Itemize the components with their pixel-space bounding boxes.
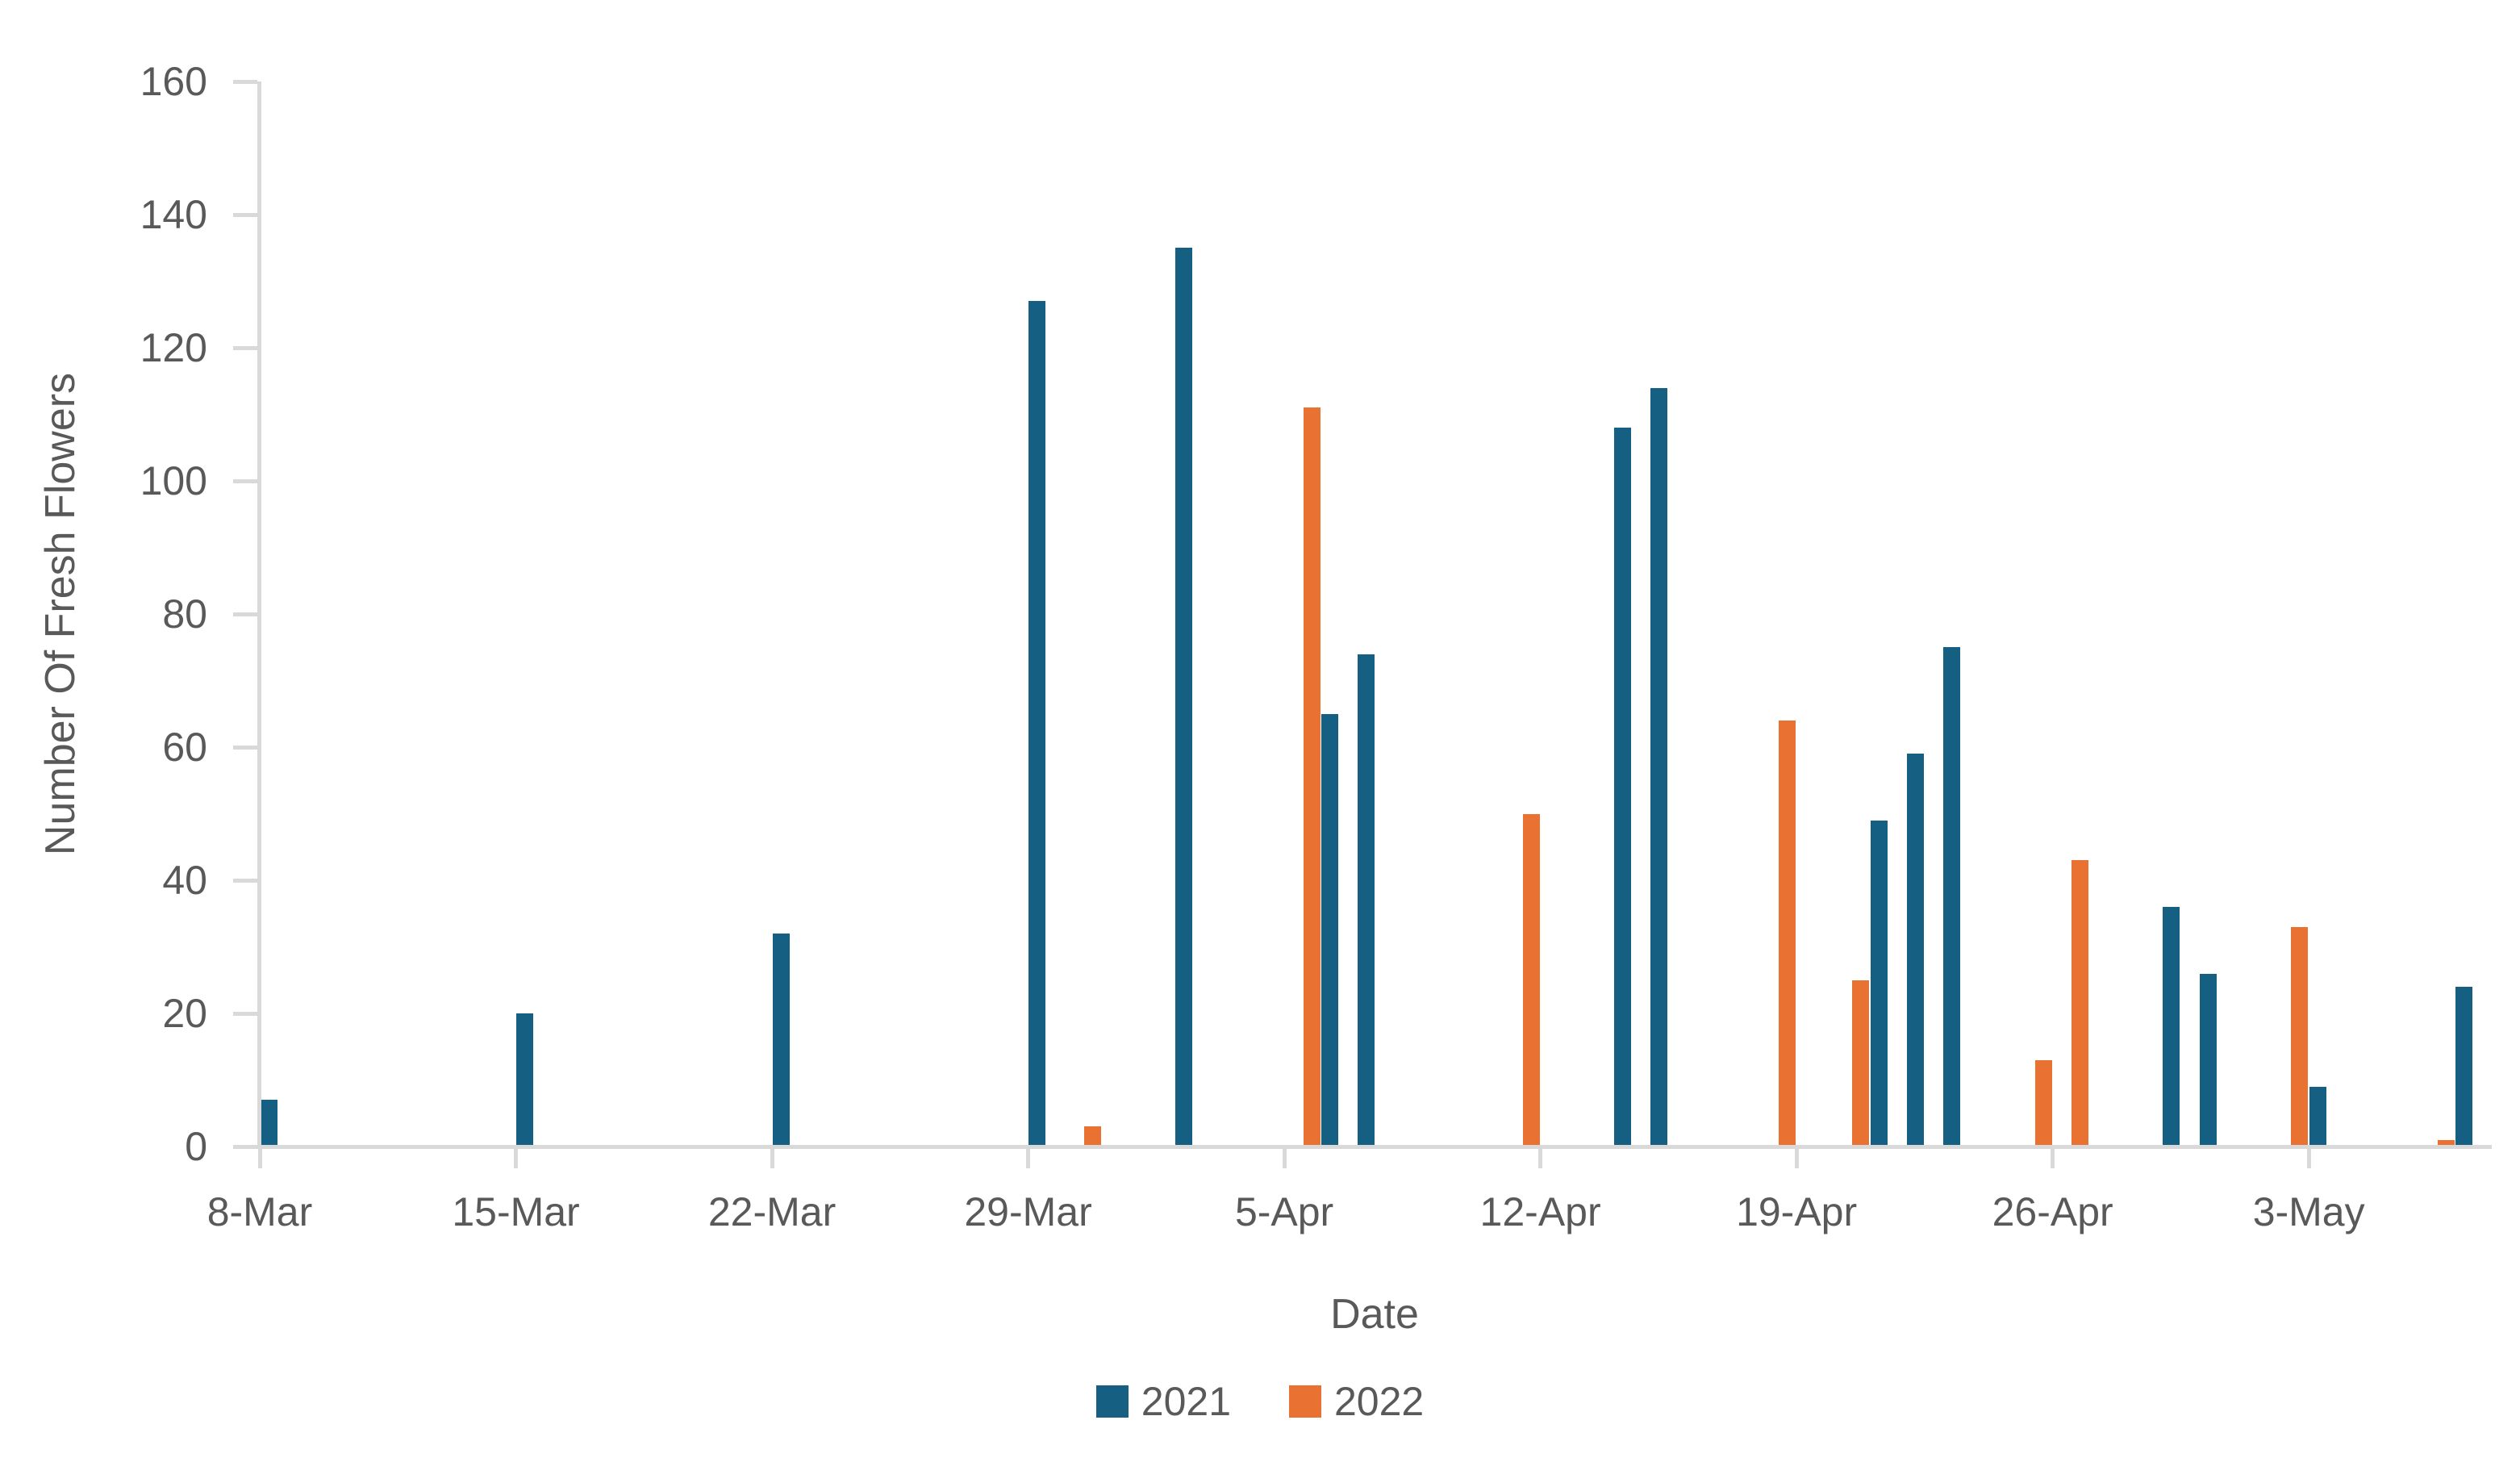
x-tick-mark (770, 1147, 774, 1168)
y-tick-mark (233, 1012, 257, 1016)
bar-2021-30-Apr (2199, 973, 2217, 1147)
bar-2021-2-Apr (1174, 248, 1192, 1147)
y-tick-label: 120 (140, 325, 207, 370)
y-tick-label: 80 (162, 591, 207, 637)
legend-item-2022: 2022 (1289, 1381, 1424, 1422)
legend-label-2021: 2021 (1141, 1379, 1231, 1424)
bar-2022-26-Apr (2071, 860, 2089, 1147)
bar-2021-29-Apr (2163, 907, 2180, 1147)
y-tick-mark (233, 879, 257, 883)
y-tick-label: 160 (140, 59, 207, 104)
bar-2021-8-Mar (260, 1100, 277, 1147)
bar-2021-23-Apr (1943, 647, 1961, 1147)
x-tick-mark (1538, 1147, 1543, 1168)
x-tick-label: 29-Mar (964, 1189, 1092, 1234)
legend-item-2021: 2021 (1095, 1379, 1231, 1424)
y-tick-mark (233, 479, 257, 483)
y-axis-line (257, 81, 261, 1147)
bar-2022-18-Apr (1779, 721, 1796, 1147)
x-tick-label: 3-May (2252, 1189, 2365, 1234)
x-axis-line (257, 1145, 2492, 1149)
legend-swatch-2021 (1095, 1385, 1129, 1418)
bar-2022-25-Apr (2034, 1059, 2052, 1147)
bar-2021-22-Mar (772, 934, 790, 1147)
x-tick-mark (257, 1147, 262, 1168)
x-axis-title: Date (1330, 1291, 1419, 1338)
y-tick-mark (233, 80, 257, 84)
bar-2021-22-Apr (1906, 754, 1924, 1147)
x-tick-mark (1026, 1147, 1031, 1168)
x-tick-mark (514, 1147, 519, 1168)
bar-2021-21-Apr (1870, 820, 1888, 1147)
bar-2022-5-Apr (1303, 407, 1320, 1147)
y-tick-label: 40 (162, 858, 207, 903)
bar-2022-6-May (2437, 1139, 2455, 1147)
x-tick-label: 5-Apr (1234, 1189, 1334, 1234)
x-tick-label: 19-Apr (1736, 1189, 1858, 1234)
y-tick-mark (233, 612, 257, 616)
bar-2021-29-Mar (1028, 301, 1046, 1147)
bar-2022-11-Apr (1522, 813, 1540, 1147)
y-tick-label: 140 (140, 192, 207, 237)
bar-2021-7-Apr (1358, 654, 1375, 1147)
bar-2021-14-Apr (1614, 428, 1631, 1147)
x-tick-mark (1794, 1147, 1799, 1168)
y-tick-mark (233, 213, 257, 217)
x-tick-label: 12-Apr (1479, 1189, 1601, 1234)
bar-2021-7-May (2455, 987, 2473, 1147)
y-tick-label: 60 (162, 725, 207, 770)
y-tick-label: 20 (162, 991, 207, 1036)
legend-label-2022: 2022 (1334, 1379, 1425, 1424)
y-tick-mark (233, 346, 257, 350)
y-tick-label: 100 (140, 458, 207, 503)
x-tick-mark (1282, 1147, 1287, 1168)
bar-2021-15-Mar (516, 1013, 534, 1147)
x-tick-mark (2306, 1147, 2311, 1168)
bar-2021-15-Apr (1650, 387, 1668, 1147)
x-tick-label: 26-Apr (1992, 1189, 2113, 1234)
y-tick-label: 0 (185, 1124, 207, 1169)
x-tick-label: 22-Mar (707, 1189, 837, 1234)
bar-2022-2-May (2291, 926, 2309, 1147)
legend-swatch-2022 (1289, 1385, 1321, 1418)
bar-2022-20-Apr (1852, 980, 1870, 1147)
x-tick-label: 8-Mar (207, 1189, 313, 1234)
bar-2022-30-Mar (1083, 1126, 1101, 1147)
bar-2021-3-May (2309, 1086, 2326, 1147)
y-tick-mark (233, 1145, 257, 1149)
x-tick-mark (2051, 1147, 2055, 1168)
x-tick-label: 15-Mar (452, 1189, 580, 1234)
bar-2021-6-Apr (1321, 713, 1339, 1147)
legend: 2021 2022 (0, 1381, 2520, 1422)
y-tick-mark (233, 746, 257, 750)
